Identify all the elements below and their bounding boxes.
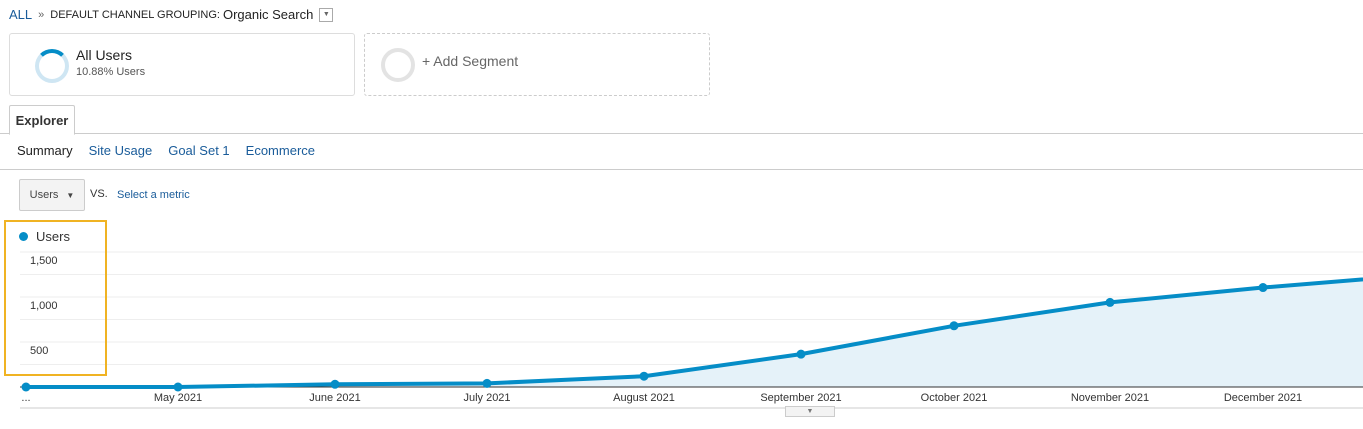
- x-tick-label: September 2021: [760, 392, 842, 404]
- vs-label: VS.: [90, 188, 108, 200]
- data-point[interactable]: [173, 382, 183, 392]
- breadcrumb-dimension: DEFAULT CHANNEL GROUPING:: [50, 8, 220, 21]
- data-point[interactable]: [482, 378, 492, 388]
- data-point[interactable]: [21, 382, 31, 392]
- tab-explorer[interactable]: Explorer: [9, 105, 75, 135]
- data-point[interactable]: [949, 321, 959, 331]
- add-segment-button[interactable]: + Add Segment: [364, 33, 710, 96]
- data-point[interactable]: [1258, 283, 1268, 293]
- breadcrumb: ALL » DEFAULT CHANNEL GROUPING: Organic …: [9, 7, 334, 22]
- x-tick-label: August 2021: [613, 392, 675, 404]
- data-point[interactable]: [1105, 297, 1115, 307]
- select-metric-link[interactable]: Select a metric: [117, 189, 190, 201]
- subtab-site-usage[interactable]: Site Usage: [88, 143, 153, 158]
- dimension-dropdown-icon[interactable]: ▼: [319, 7, 334, 22]
- y-tick-1000: 1,000: [30, 300, 58, 312]
- segment-all-users[interactable]: All Users 10.88% Users: [9, 33, 355, 96]
- subtabs: Summary Site Usage Goal Set 1 Ecommerce: [17, 143, 315, 158]
- empty-segment-ring-icon: [381, 48, 415, 82]
- metric-dropdown[interactable]: Users ▼: [19, 179, 85, 211]
- subtab-goal-set-1[interactable]: Goal Set 1: [168, 143, 230, 158]
- data-point[interactable]: [330, 379, 340, 389]
- breadcrumb-value: Organic Search: [222, 7, 314, 22]
- legend-users: Users: [36, 229, 70, 244]
- segment-detail: 10.88% Users: [76, 66, 146, 78]
- y-tick-500: 500: [30, 345, 49, 357]
- add-segment-label: + Add Segment: [422, 53, 519, 69]
- legend: Users: [19, 229, 70, 244]
- series-line-users: [26, 277, 1363, 389]
- x-tick-label: October 2021: [920, 392, 988, 404]
- x-tick-label: June 2021: [309, 392, 361, 404]
- x-tick-label: ...: [21, 392, 31, 404]
- x-tick-label: July 2021: [463, 392, 511, 404]
- data-point[interactable]: [796, 349, 806, 359]
- legend-dot-icon: [19, 232, 28, 241]
- x-tick-label: May 2021: [153, 392, 203, 404]
- segment-ring-icon: [35, 49, 69, 83]
- y-tick-1500: 1,500: [30, 255, 58, 267]
- data-point[interactable]: [639, 371, 649, 381]
- segment-name: All Users: [76, 47, 133, 63]
- metric-selected: Users: [29, 189, 59, 201]
- chart-expand-toggle[interactable]: ▼: [785, 406, 835, 417]
- x-tick-label: December 2021: [1223, 392, 1303, 404]
- breadcrumb-separator: »: [38, 8, 45, 21]
- highlight-box: [4, 220, 107, 376]
- subtab-summary[interactable]: Summary: [17, 143, 73, 158]
- breadcrumb-all-link[interactable]: ALL: [9, 7, 33, 22]
- x-tick-label: November 2021: [1070, 392, 1150, 404]
- series-area: [26, 279, 1363, 387]
- users-chart: [20, 251, 1363, 409]
- subtab-ecommerce[interactable]: Ecommerce: [245, 143, 316, 158]
- chevron-down-icon: ▼: [66, 190, 75, 200]
